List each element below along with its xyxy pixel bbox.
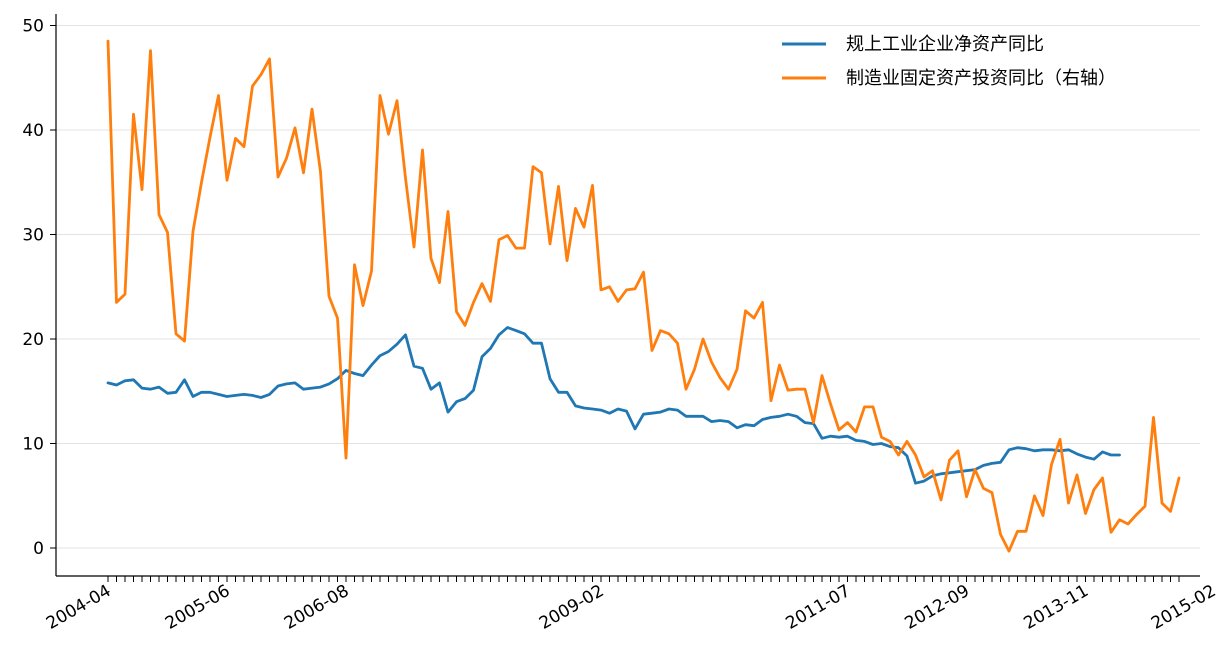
xtick-label-2011-07: 2011-07 <box>782 581 854 634</box>
xtick-label-2009-02: 2009-02 <box>536 581 608 634</box>
xtick-label-2005-06: 2005-06 <box>162 581 234 634</box>
xtick-label-2006-08: 2006-08 <box>281 581 353 634</box>
series-line-manufacturing-fai <box>106 39 1181 553</box>
xtick-label-2015-02: 2015-02 <box>1148 581 1216 634</box>
ytick-label-0: 0 <box>33 539 44 559</box>
ytick-label-10: 10 <box>22 435 44 455</box>
gridlines <box>56 25 1200 549</box>
legend-label-net-assets: 规上工业企业净资产同比 <box>846 34 1044 55</box>
y-axis-ticks: 0 10 20 30 40 50 <box>22 17 56 559</box>
xtick-label-2012-09: 2012-09 <box>901 581 973 634</box>
ytick-label-30: 30 <box>22 226 44 246</box>
xtick-label-2013-11: 2013-11 <box>1020 581 1092 634</box>
ytick-label-50: 50 <box>22 17 44 37</box>
xtick-label-2004-04: 2004-04 <box>43 581 115 634</box>
series-lines <box>106 39 1181 553</box>
series-line-net-assets <box>106 326 1121 485</box>
ytick-label-20: 20 <box>22 330 44 350</box>
ytick-label-40: 40 <box>22 121 44 141</box>
x-axis-ticks: 2004-04 2005-06 2006-08 2009-02 2011-07 2012-… <box>43 576 1216 634</box>
legend: 规上工业企业净资产同比 制造业固定资产投资同比（右轴） <box>782 34 1116 89</box>
legend-label-manufacturing-fai: 制造业固定资产投资同比（右轴） <box>846 68 1116 89</box>
axes <box>55 14 1200 577</box>
